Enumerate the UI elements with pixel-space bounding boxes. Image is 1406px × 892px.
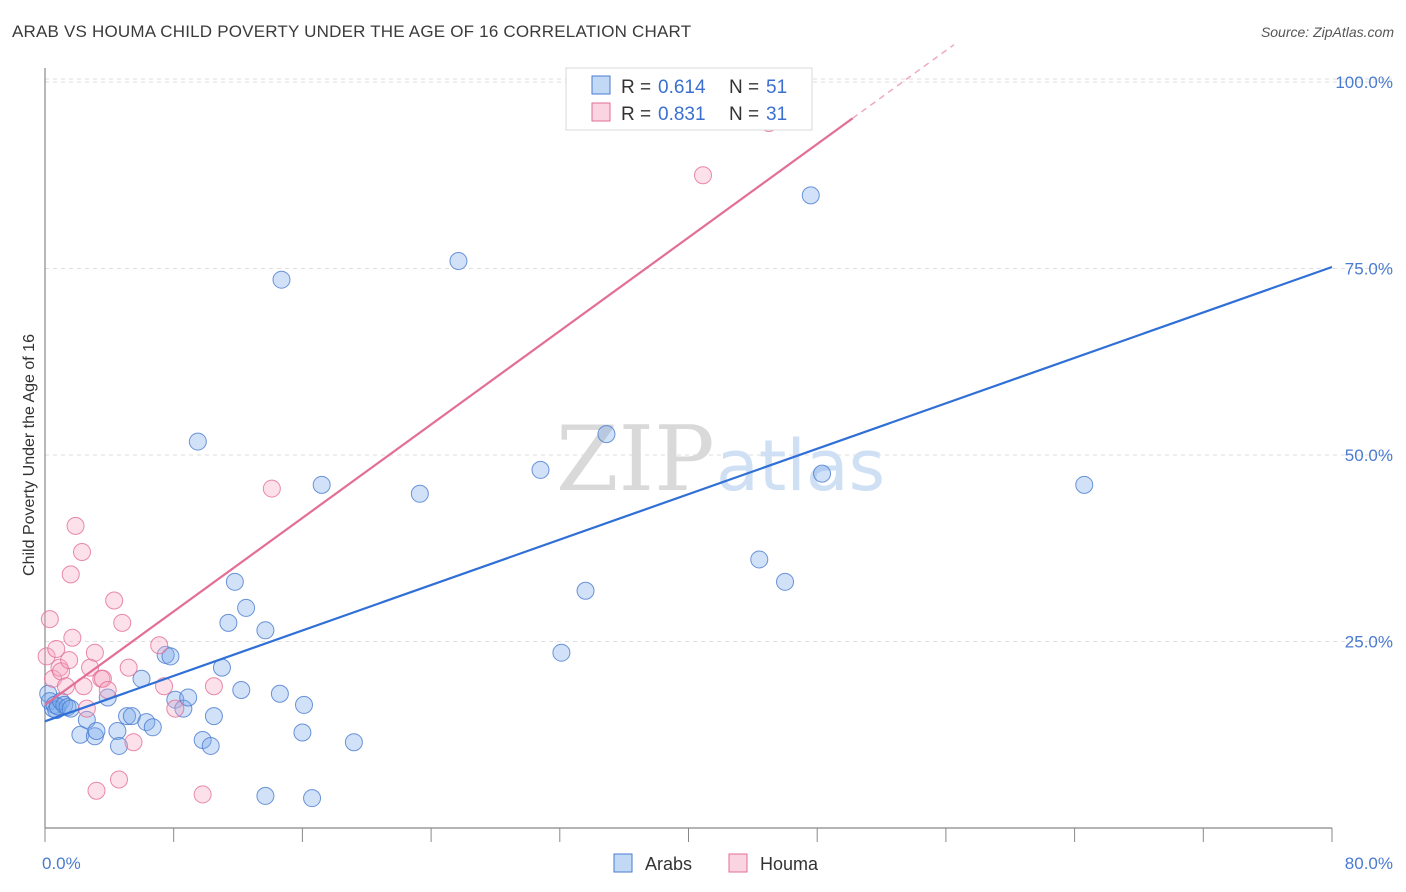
bottom-legend: Arabs Houma bbox=[613, 853, 819, 874]
y-tick-label: 75.0% bbox=[1345, 260, 1393, 279]
data-point-arabs bbox=[110, 736, 129, 755]
data-point-houma bbox=[193, 785, 212, 804]
data-point-arabs bbox=[161, 647, 180, 666]
data-point-houma bbox=[56, 677, 75, 696]
data-point-houma bbox=[85, 643, 104, 662]
data-point-arabs bbox=[813, 464, 832, 483]
data-point-houma bbox=[63, 628, 82, 647]
x-tick-label-min: 0.0% bbox=[42, 854, 81, 873]
data-point-houma bbox=[105, 591, 124, 610]
data-point-houma bbox=[66, 516, 85, 535]
data-point-houma bbox=[47, 639, 66, 658]
data-point-arabs bbox=[188, 432, 207, 451]
data-point-arabs bbox=[118, 707, 137, 726]
data-point-houma bbox=[61, 565, 80, 584]
data-point-arabs bbox=[270, 684, 289, 703]
data-point-arabs bbox=[272, 270, 291, 289]
legend-r-label-arabs: R = bbox=[621, 77, 651, 98]
x-ticks bbox=[44, 828, 1333, 842]
data-point-arabs bbox=[293, 723, 312, 742]
legend-r-value-arabs: 0.614 bbox=[658, 77, 706, 98]
data-point-arabs bbox=[552, 643, 571, 662]
data-point-arabs bbox=[344, 733, 363, 752]
data-point-houma bbox=[150, 636, 169, 655]
bottom-legend-label-houma: Houma bbox=[760, 854, 819, 874]
data-point-houma bbox=[262, 479, 281, 498]
legend-n-label-arabs: N = bbox=[729, 77, 759, 98]
data-point-houma bbox=[124, 733, 143, 752]
data-point-houma bbox=[113, 613, 132, 632]
data-point-houma bbox=[204, 677, 223, 696]
data-point-arabs bbox=[204, 707, 223, 726]
bottom-legend-label-arabs: Arabs bbox=[645, 854, 692, 874]
y-tick-label: 100.0% bbox=[1335, 73, 1393, 92]
data-point-arabs bbox=[449, 252, 468, 271]
data-point-arabs bbox=[219, 613, 238, 632]
source-label: Source: ZipAtlas.com bbox=[1260, 24, 1394, 40]
data-point-houma bbox=[60, 651, 79, 670]
data-point-houma bbox=[155, 677, 174, 696]
data-point-houma bbox=[40, 610, 59, 629]
trend-lines bbox=[44, 44, 1333, 723]
trend-line-houma-extension bbox=[852, 44, 955, 119]
legend: R = 0.614 N = 51 R = 0.831 N = 31 bbox=[565, 67, 813, 131]
legend-n-value-arabs: 51 bbox=[766, 77, 787, 98]
data-point-arabs bbox=[225, 572, 244, 591]
data-point-arabs bbox=[179, 688, 198, 707]
data-point-houma bbox=[73, 542, 92, 561]
data-point-arabs bbox=[410, 484, 429, 503]
data-points bbox=[37, 114, 1094, 808]
data-point-arabs bbox=[1075, 475, 1094, 494]
data-point-arabs bbox=[531, 460, 550, 479]
data-point-arabs bbox=[256, 621, 275, 640]
data-point-arabs bbox=[303, 789, 322, 808]
trend-line-arabs bbox=[44, 265, 1333, 723]
data-point-houma bbox=[119, 658, 138, 677]
data-point-arabs bbox=[801, 186, 820, 205]
y-axis-title: Child Poverty Under the Age of 16 bbox=[21, 334, 38, 576]
data-point-arabs bbox=[87, 722, 106, 741]
data-point-houma bbox=[110, 770, 129, 789]
legend-r-label-houma: R = bbox=[621, 104, 651, 125]
data-point-arabs bbox=[750, 550, 769, 569]
legend-n-label-houma: N = bbox=[729, 104, 759, 125]
data-point-houma bbox=[693, 166, 712, 185]
data-point-arabs bbox=[295, 695, 314, 714]
data-point-arabs bbox=[237, 598, 256, 617]
watermark-zip: ZIP bbox=[556, 407, 715, 512]
x-tick-label-max: 80.0% bbox=[1345, 854, 1393, 873]
data-point-arabs bbox=[108, 722, 127, 741]
data-point-arabs bbox=[776, 572, 795, 591]
data-point-arabs bbox=[597, 425, 616, 444]
data-point-arabs bbox=[201, 736, 220, 755]
y-tick-label: 50.0% bbox=[1345, 446, 1393, 465]
data-point-houma bbox=[87, 781, 106, 800]
legend-swatch-arabs bbox=[591, 75, 611, 95]
watermark-atlas: atlas bbox=[716, 425, 885, 507]
legend-r-value-houma: 0.831 bbox=[658, 104, 706, 125]
trend-line-houma bbox=[44, 117, 854, 706]
data-point-arabs bbox=[256, 786, 275, 805]
legend-swatch-houma bbox=[591, 102, 611, 122]
data-point-arabs bbox=[232, 680, 251, 699]
bottom-legend-swatch-houma bbox=[728, 853, 748, 873]
data-point-houma bbox=[166, 699, 185, 718]
y-tick-label: 25.0% bbox=[1345, 633, 1393, 652]
data-point-arabs bbox=[312, 475, 331, 494]
data-point-arabs bbox=[576, 581, 595, 600]
y-tick-labels: 25.0% 50.0% 75.0% 100.0% bbox=[1335, 73, 1393, 652]
bottom-legend-swatch-arabs bbox=[613, 853, 633, 873]
legend-n-value-houma: 31 bbox=[766, 104, 787, 125]
data-point-arabs bbox=[143, 718, 162, 737]
data-point-houma bbox=[93, 669, 112, 688]
chart-title: ARAB VS HOUMA CHILD POVERTY UNDER THE AG… bbox=[12, 22, 692, 41]
data-point-houma bbox=[37, 647, 56, 666]
